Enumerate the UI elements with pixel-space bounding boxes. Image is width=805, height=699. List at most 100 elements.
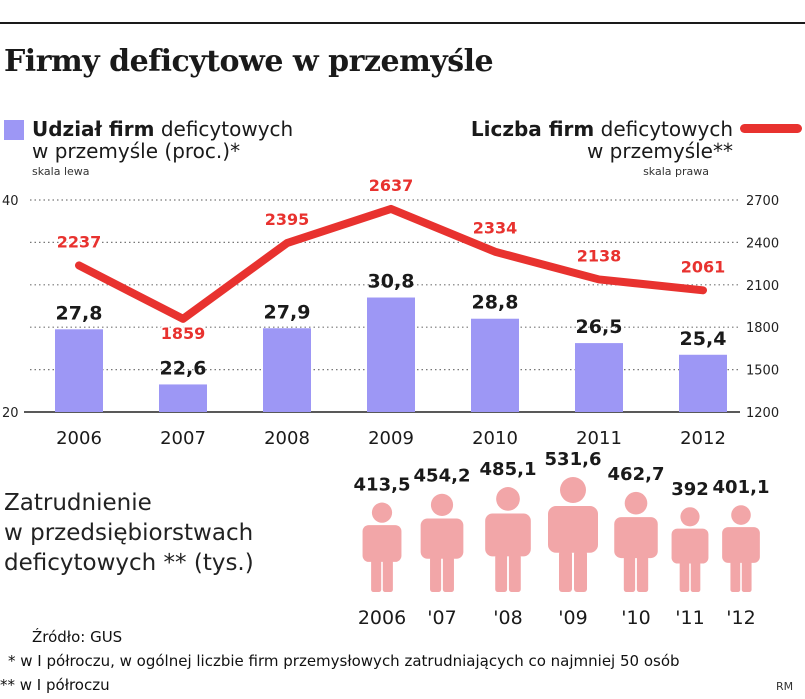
credit: RM [776,680,794,693]
bar-value-label: 22,6 [160,357,207,379]
employment-value-label: 462,7 [608,464,665,485]
x-axis-tick: 2007 [160,428,206,449]
line-value-label: 2061 [681,257,726,276]
line-legend-rest: deficytowych [594,117,733,141]
person-leg [371,559,382,592]
chart-title: Firmy deficytowe w przemyśle [4,44,494,79]
line-value-label: 1859 [161,324,206,343]
person-figure [548,477,598,592]
employment-label-line2: w przedsiębiorstwach [4,520,254,546]
employment-value-label: 413,5 [354,475,411,496]
employment-value-label: 485,1 [480,459,537,480]
person-leg [442,556,454,592]
bar-legend-line2: w przemyśle (proc.)* [32,139,241,163]
person-body [420,518,464,559]
bar [679,354,727,412]
bar-value-label: 27,8 [56,302,103,324]
person-head [496,487,520,511]
bar [367,297,415,412]
person-head [560,477,586,503]
person-body [722,527,760,563]
person-figure [362,502,402,592]
person-leg [574,550,587,592]
person-leg [679,561,690,592]
right-axis-tick: 2700 [746,194,779,209]
employment-year-label: '10 [621,607,650,629]
x-axis-tick: 2011 [576,428,622,449]
person-body [548,506,598,553]
person-leg [430,556,442,592]
person-head [731,505,751,525]
x-axis-tick: 2006 [56,428,102,449]
employment-value-label: 454,2 [414,466,471,487]
bar-legend-swatch [4,120,24,140]
bar-value-label: 26,5 [576,316,623,338]
bar-legend-rest: deficytowych [154,117,294,141]
line-legend-scale: skala prawa [643,165,709,178]
person-head [624,491,648,515]
person-leg [623,556,636,592]
bar-legend-bold: Udział firm [32,117,155,141]
x-axis-tick: 2009 [368,428,414,449]
left-axis-tick: 20 [2,406,19,421]
right-axis-tick: 1200 [746,406,779,421]
person-figure [420,493,464,592]
source-note: Źródło: GUS [32,628,123,646]
person-body [671,528,709,564]
bar [159,384,207,412]
footnote-1: * w I półroczu, w ogólnej liczbie firm p… [8,652,680,670]
x-axis-tick: 2008 [264,428,310,449]
bar-value-label: 30,8 [368,271,415,293]
line-legend-swatch [740,124,802,133]
person-leg [741,560,752,592]
person-head [680,507,700,527]
bar-legend-scale: skala lewa [32,165,90,178]
person-leg [508,554,521,592]
person-leg [690,561,701,592]
employment-year-label: 2006 [358,607,406,629]
employment-label-line1: Zatrudnienie [4,490,152,516]
right-axis-tick: 2100 [746,279,779,294]
bar-value-label: 28,8 [472,292,519,314]
person-leg [495,554,508,592]
employment-year-label: '07 [427,607,456,629]
x-axis-tick: 2010 [472,428,518,449]
x-axis-tick: 2012 [680,428,726,449]
line-legend-bold: Liczba firm [470,117,595,141]
line-value-label: 2334 [473,219,518,238]
footnote-2: ** w I półroczu [0,676,110,694]
main-chart: 2700 2400 2100 1800 1500 1200 20 40 27,8 22,6 27,9… [2,174,779,449]
person-head [430,493,454,516]
right-axis-tick: 2400 [746,236,779,251]
person-head [371,502,393,523]
employment-value-label: 401,1 [713,477,770,498]
person-body [485,513,531,557]
employment-label-line3: deficytowych ** (tys.) [4,550,254,576]
person-leg [636,556,649,592]
bar [263,328,311,412]
line-value-label: 2138 [577,246,622,265]
top-rule [0,22,805,24]
line-series [75,204,707,323]
person-figure [671,507,709,592]
bar-value-label: 25,4 [680,328,727,350]
left-axis-tick: 40 [2,194,19,209]
line-legend-label: Liczba firm deficytowych w przemyśle** [471,118,733,162]
employment-year-label: '08 [493,607,522,629]
employment-year-label: '11 [675,607,704,629]
employment-year-label: '12 [726,607,755,629]
employment-pictogram: 413,5 2006 454,2 '07 485,1 '08 531,6 '09 462,7 '1… [354,449,770,629]
line-legend-line2: w przemyśle** [586,139,733,163]
bar [471,318,519,412]
line-value-label: 2637 [369,176,414,195]
line-value-label: 2395 [265,210,310,229]
person-body [362,525,402,562]
person-leg [730,560,741,592]
line-value-label: 2237 [57,232,102,251]
person-figure [485,487,531,592]
person-leg [559,550,572,592]
person-figure [614,491,658,592]
right-axis-tick: 1800 [746,321,779,336]
employment-label: Zatrudnienie w przedsiębiorstwach deficy… [4,488,254,578]
